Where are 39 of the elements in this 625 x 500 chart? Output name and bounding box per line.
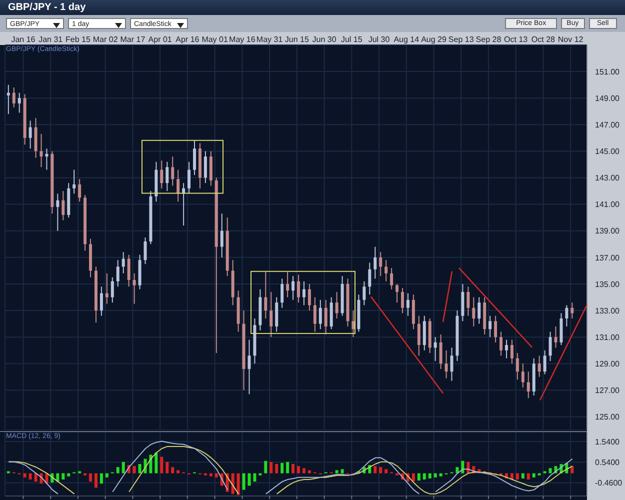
x-tick-label: Feb 15 [66,35,91,44]
y-tick-label: 141.00 [595,200,620,210]
x-tick-label: Sep 13 [448,35,474,44]
x-tick-label: Oct 28 [531,35,556,44]
x-tick-label: Mar 17 [120,35,146,44]
x-tick-label: Aug 14 [394,35,420,44]
y-tick-label: 151.00 [595,67,620,76]
x-tick-label: Jun 30 [312,35,337,44]
y-tick-label: 1.5400 [595,437,620,446]
y-tick-label: 125.00 [595,412,620,422]
y-tick-label: 137.00 [595,253,620,262]
y-tick-label: 139.00 [595,226,620,236]
y-tick-label: 149.00 [595,94,620,103]
x-tick-label: May 16 [229,35,256,44]
y-tick-label: 127.00 [595,386,620,396]
x-tick-label: Aug 29 [421,35,447,44]
x-tick-label: Sep 28 [476,35,502,44]
x-tick-label: Nov 12 [558,35,584,44]
x-tick-label: Apr 01 [148,35,172,44]
y-tick-label: 145.00 [595,147,620,156]
y-tick-label: 135.00 [595,280,620,289]
chart-title: GBP/JPY - 1 day [0,0,625,15]
x-tick-label: Jan 16 [11,35,36,44]
y-tick-label: -0.4600 [595,478,623,488]
x-tick-label: Apr 16 [176,35,200,44]
y-tick-label: 143.00 [595,174,620,183]
x-tick-label: May 31 [256,35,284,44]
y-tick-label: 147.00 [595,120,620,130]
x-tick-label: Oct 13 [504,35,528,44]
x-tick-label: Jul 30 [368,35,390,44]
y-tick-label: 131.00 [595,332,620,342]
x-tick-label: May 01 [202,35,228,44]
x-tick-label: Jun 15 [284,35,310,44]
x-tick-label: Jul 15 [340,35,363,44]
y-tick-label: 133.00 [595,306,620,316]
x-tick-label: Jan 31 [38,35,64,44]
x-tick-label: Mar 02 [92,35,118,44]
y-tick-label: 0.5400 [595,458,620,467]
y-tick-label: 129.00 [595,359,620,368]
